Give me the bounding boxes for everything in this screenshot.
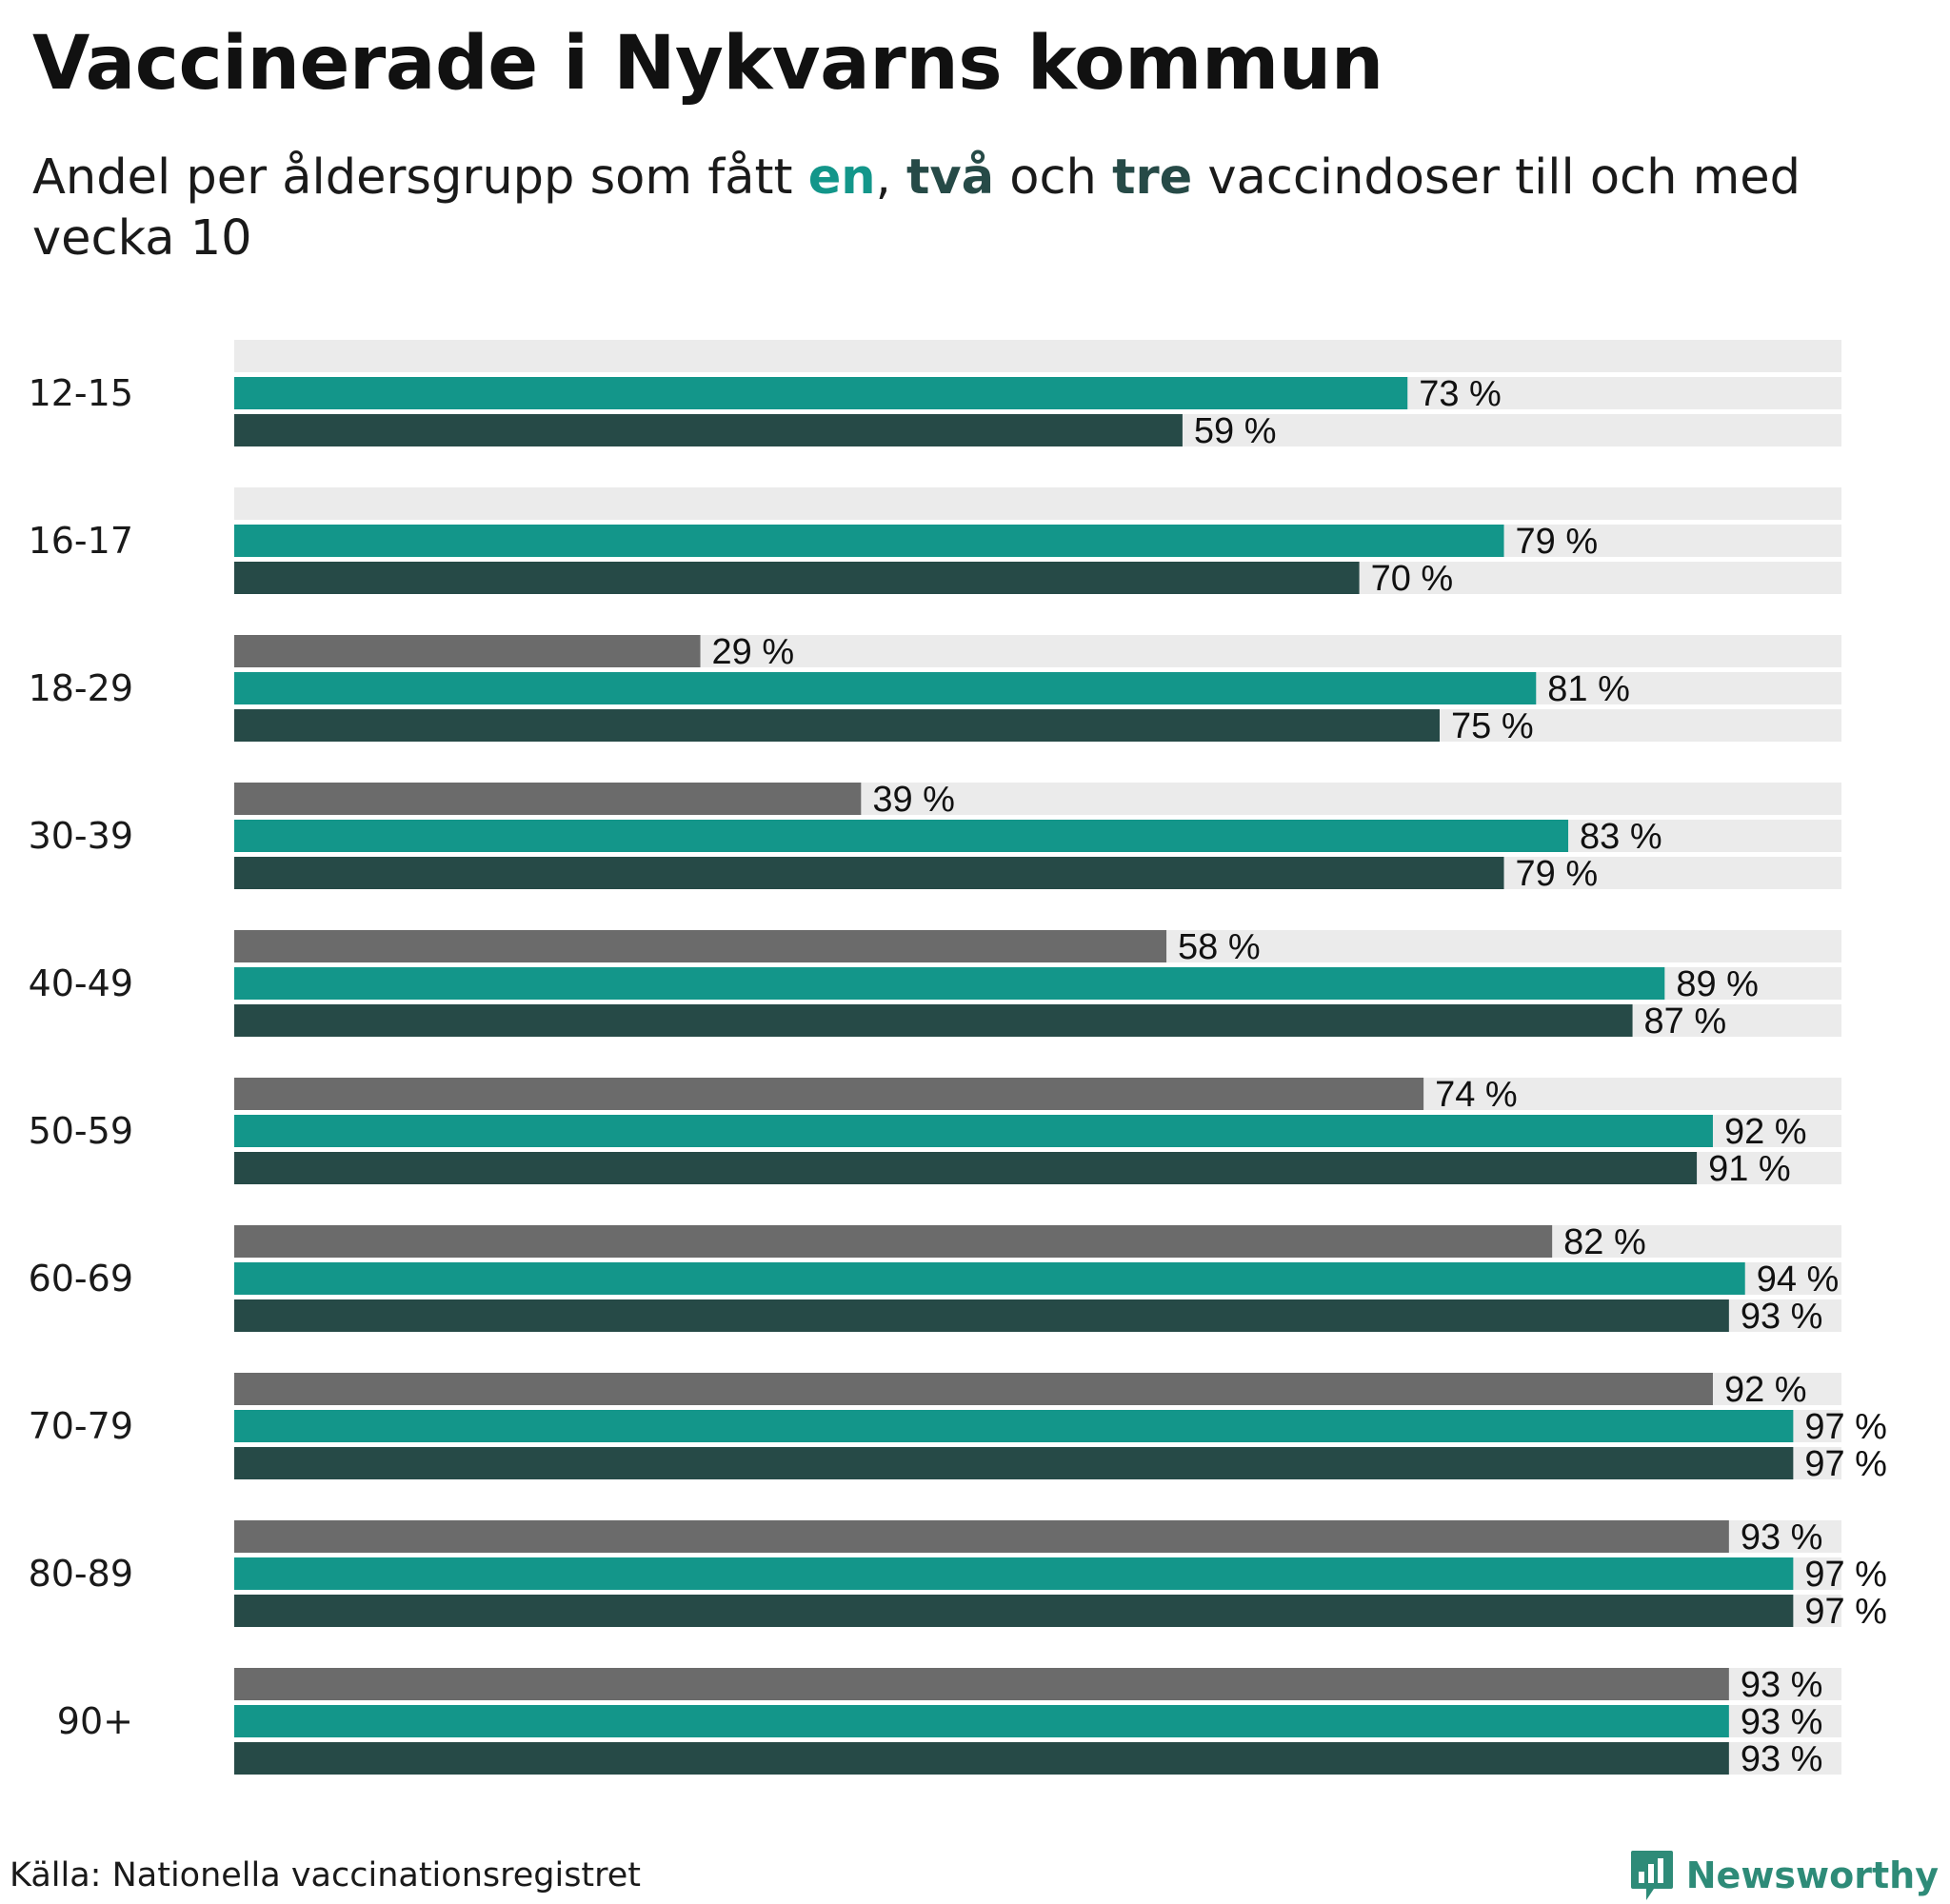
bar-en-18-29 — [234, 672, 1537, 704]
category-label-12-15: 12-15 — [29, 372, 133, 414]
data-label-en-80-89: 97 % — [1804, 1555, 1887, 1595]
bar-en-50-59 — [234, 1115, 1713, 1147]
category-label-80-89: 80-89 — [29, 1553, 133, 1595]
data-label-en-30-39: 83 % — [1580, 817, 1662, 857]
bar-tre-90+ — [234, 1668, 1729, 1700]
category-label-16-17: 16-17 — [29, 520, 133, 562]
data-label-två-40-49: 87 % — [1644, 1002, 1727, 1041]
data-label-två-30-39: 79 % — [1516, 854, 1599, 894]
category-label-30-39: 30-39 — [29, 815, 133, 857]
bar-en-30-39 — [234, 820, 1569, 852]
data-label-tre-30-39: 39 % — [872, 780, 955, 820]
bar-en-70-79 — [234, 1410, 1794, 1442]
newsworthy-logo-icon — [1630, 1851, 1673, 1900]
bar-tre-60-69 — [234, 1225, 1553, 1258]
bar-tre-50-59 — [234, 1078, 1424, 1110]
data-label-tre-18-29: 29 % — [712, 632, 795, 672]
bar-tre-18-29 — [234, 635, 701, 667]
data-label-en-18-29: 81 % — [1547, 669, 1630, 709]
data-label-tre-50-59: 74 % — [1435, 1075, 1518, 1115]
brand-logo: Newsworthy — [1629, 1849, 1939, 1902]
data-label-en-40-49: 89 % — [1676, 964, 1759, 1004]
data-label-tre-80-89: 93 % — [1741, 1517, 1823, 1557]
data-label-tre-90+: 93 % — [1741, 1665, 1823, 1705]
bar-två-60-69 — [234, 1299, 1729, 1332]
bar-tre-70-79 — [234, 1373, 1713, 1405]
category-label-70-79: 70-79 — [29, 1405, 133, 1447]
category-label-90+: 90+ — [57, 1700, 133, 1742]
data-label-två-12-15: 59 % — [1194, 411, 1277, 451]
source-note: Källa: Nationella vaccinationsregistret — [10, 1856, 642, 1894]
subtitle-text-after: vaccindoser till och med vecka 10 — [32, 149, 1801, 267]
bar-track — [234, 340, 1841, 372]
bar-två-80-89 — [234, 1595, 1794, 1627]
bar-tre-30-39 — [234, 783, 862, 815]
legend-dose-one: en — [807, 149, 876, 206]
data-label-två-80-89: 97 % — [1804, 1592, 1887, 1632]
chart-subtitle: Andel per åldersgrupp som fått en, två o… — [32, 148, 1899, 269]
bar-en-80-89 — [234, 1557, 1794, 1590]
data-label-två-60-69: 93 % — [1741, 1297, 1823, 1337]
bar-chart: 12-15 73 % 59 % 16-17 79 % 70 % 18-29 29 % 81 % 7… — [29, 340, 1887, 1779]
subtitle-separator-1: , — [875, 149, 907, 206]
bar-en-16-17 — [234, 525, 1504, 557]
bar-tre-40-49 — [234, 930, 1167, 962]
bar-två-30-39 — [234, 857, 1504, 889]
bar-en-90+ — [234, 1705, 1729, 1737]
subtitle-separator-2: och — [994, 149, 1113, 206]
legend-dose-two: två — [906, 149, 995, 206]
bar-tre-80-89 — [234, 1520, 1729, 1553]
category-label-18-29: 18-29 — [29, 667, 133, 709]
brand-name: Newsworthy — [1685, 1854, 1939, 1896]
category-label-60-69: 60-69 — [29, 1258, 133, 1299]
category-label-50-59: 50-59 — [29, 1110, 133, 1152]
chart-title: Vaccinerade i Nykvarns kommun — [32, 21, 1383, 107]
bar-två-50-59 — [234, 1152, 1698, 1184]
data-label-en-90+: 93 % — [1741, 1702, 1823, 1742]
bar-två-12-15 — [234, 414, 1183, 446]
data-label-en-70-79: 97 % — [1804, 1407, 1887, 1447]
data-label-en-12-15: 73 % — [1419, 374, 1502, 414]
bar-två-40-49 — [234, 1004, 1633, 1037]
legend-dose-three: tre — [1112, 149, 1193, 206]
bar-två-16-17 — [234, 562, 1360, 594]
bar-en-40-49 — [234, 967, 1665, 1000]
data-label-en-16-17: 79 % — [1516, 522, 1599, 562]
category-label-40-49: 40-49 — [29, 962, 133, 1004]
bar-två-90+ — [234, 1742, 1729, 1775]
bar-en-12-15 — [234, 377, 1408, 409]
data-label-tre-60-69: 82 % — [1563, 1222, 1646, 1262]
data-label-två-16-17: 70 % — [1371, 559, 1454, 599]
data-label-två-18-29: 75 % — [1451, 706, 1534, 746]
data-label-två-50-59: 91 % — [1708, 1149, 1791, 1189]
data-label-tre-40-49: 58 % — [1178, 927, 1261, 967]
bar-track — [234, 487, 1841, 520]
bar-två-18-29 — [234, 709, 1440, 742]
data-label-tre-70-79: 92 % — [1724, 1370, 1807, 1410]
bar-två-70-79 — [234, 1447, 1794, 1479]
data-label-en-60-69: 94 % — [1757, 1259, 1840, 1299]
data-label-två-90+: 93 % — [1741, 1739, 1823, 1779]
bar-en-60-69 — [234, 1262, 1745, 1295]
data-label-en-50-59: 92 % — [1724, 1112, 1807, 1152]
subtitle-text-before: Andel per åldersgrupp som fått — [32, 149, 808, 206]
data-label-två-70-79: 97 % — [1804, 1444, 1887, 1484]
